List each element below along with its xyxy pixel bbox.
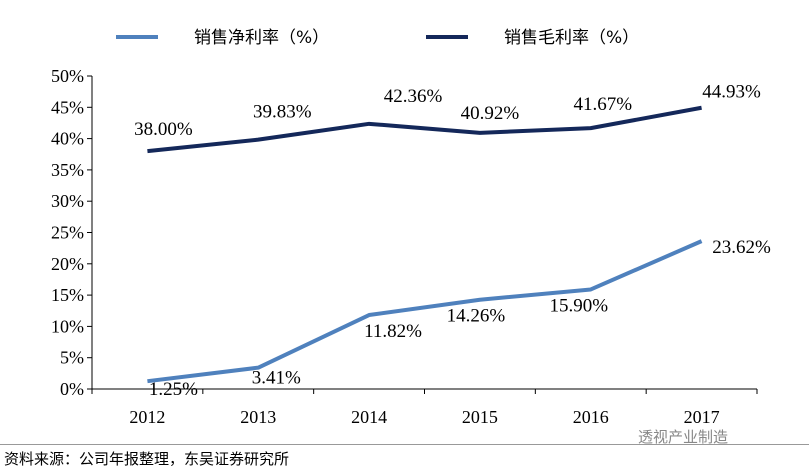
data-label: 39.83% [253,102,312,123]
x-axis: 2012 2013 2014 2015 2016 2017 [91,388,758,427]
source-note: 资料来源：公司年报整理，东吴证券研究所 [4,450,290,468]
y-tick-label: 25% [51,223,84,243]
y-tick-label: 20% [51,254,84,274]
chart-legend: 销售净利率（%） 销售毛利率（%） [116,28,639,48]
data-label: 40.92% [461,103,520,124]
series-line-1 [147,239,703,384]
y-tick-label: 30% [51,191,84,211]
legend-label-2: 销售毛利率（%） [504,28,639,48]
chart-series [147,105,703,384]
y-tick-label: 10% [51,316,84,336]
data-label: 44.93% [702,82,761,103]
x-tick-label: 2014 [351,407,387,427]
data-label: 42.36% [384,86,443,107]
y-tick-label: 5% [60,348,84,368]
y-tick-label: 45% [51,97,84,117]
legend-label-1: 销售净利率（%） [194,28,329,48]
data-label: 15.90% [549,295,608,316]
watermark-text: 透视产业制造 [638,428,729,446]
y-tick-label: 50% [51,66,84,86]
x-tick-label: 2015 [462,407,498,427]
x-tick-label: 2017 [684,407,720,427]
footer-divider [0,444,809,445]
data-label: 14.26% [447,306,506,327]
x-tick-label: 2012 [129,407,165,427]
y-tick-label: 15% [51,285,84,305]
y-tick-label: 40% [51,129,84,149]
series-line-2 [147,105,702,154]
data-label: 41.67% [573,94,632,115]
data-label: 11.82% [364,321,422,342]
y-tick-label: 35% [51,160,84,180]
data-label: 23.62% [712,237,771,258]
y-axis: 0% 5% 10% 15% 20% 25% 30% 35% 40% 45% 50% [51,66,93,399]
data-label: 1.25% [149,379,198,400]
x-tick-label: 2013 [240,407,276,427]
y-tick-label: 0% [60,379,84,399]
data-labels: 1.25% 3.41% 11.82% 14.26% 15.90% 23.62% 38.00%… [134,82,771,400]
data-label: 38.00% [134,119,193,140]
data-label: 3.41% [252,368,301,389]
x-tick-label: 2016 [573,407,609,427]
